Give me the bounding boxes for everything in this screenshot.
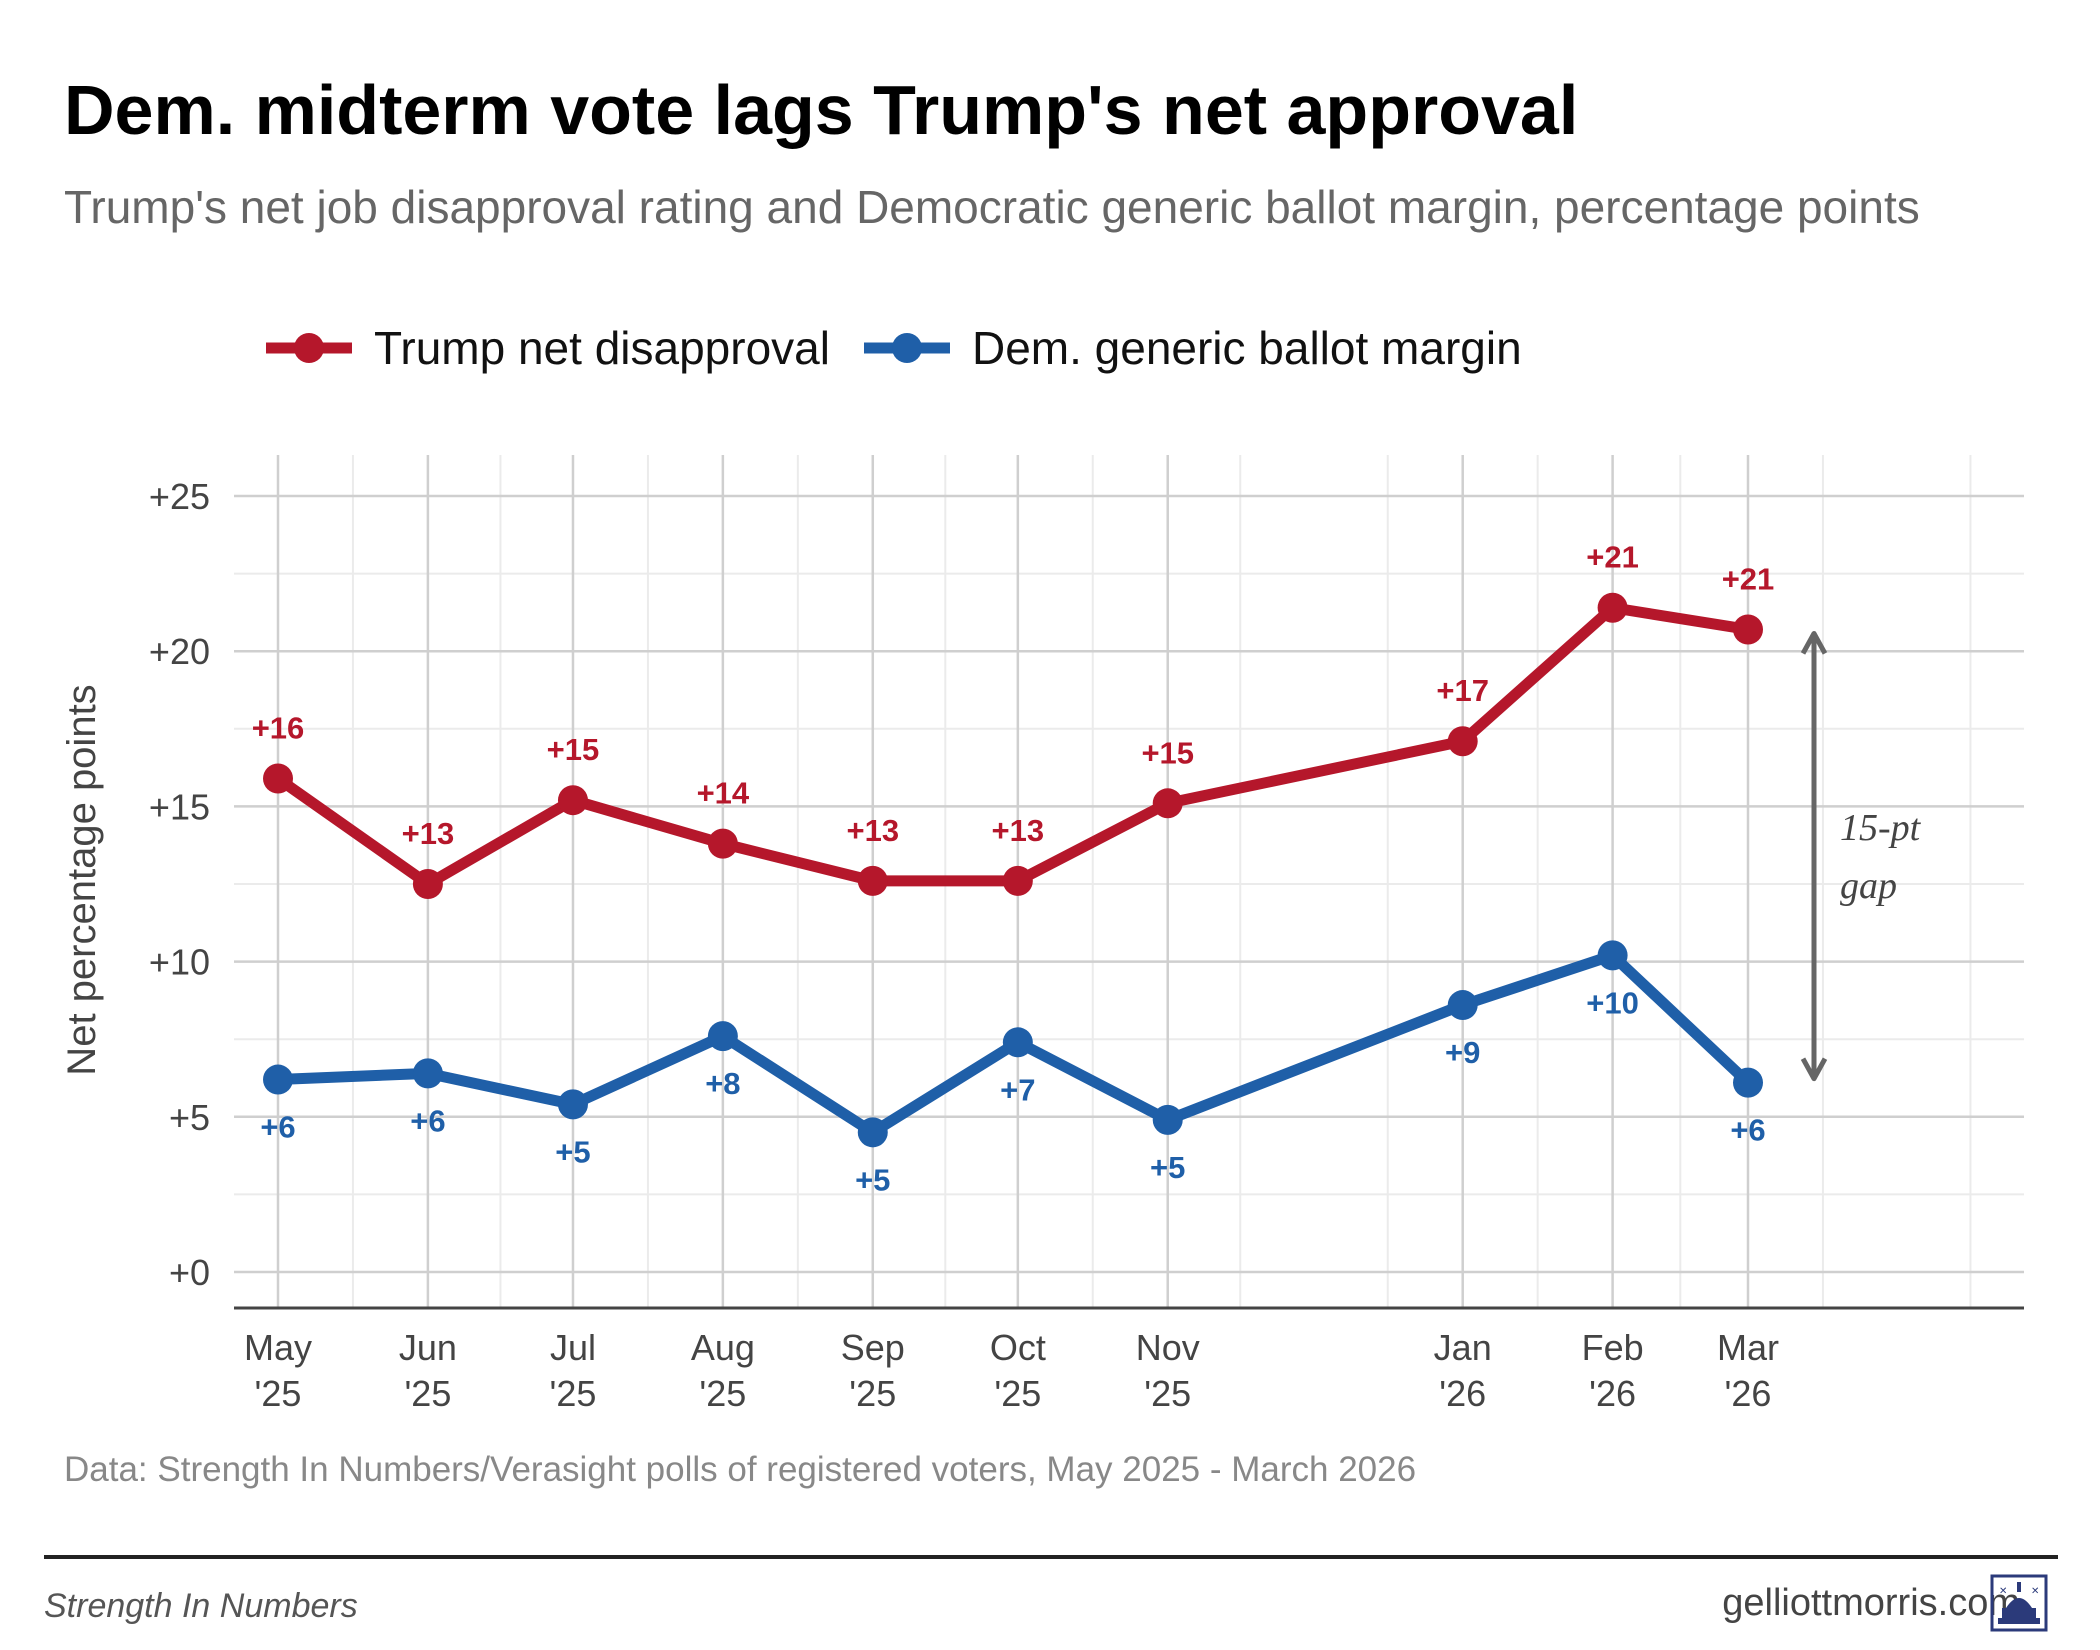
data-label-0: +21 xyxy=(1586,540,1639,575)
x-tick-label-year: '25 xyxy=(255,1373,302,1414)
gap-annotation-line-2: gap xyxy=(1840,865,1897,907)
data-point-0 xyxy=(1002,865,1033,896)
data-point-0 xyxy=(857,865,888,896)
data-label-0: +17 xyxy=(1436,673,1489,708)
legend-label-trump: Trump net disapproval xyxy=(374,322,830,374)
data-point-1 xyxy=(1447,990,1478,1021)
legend-key-dem-icon xyxy=(863,333,950,363)
legend-item-trump: Trump net disapproval xyxy=(262,321,830,375)
data-label-0: +13 xyxy=(846,813,899,848)
data-label-1: +8 xyxy=(705,1066,740,1101)
footer-url: gelliottmorris.com xyxy=(1722,1582,2020,1624)
data-source-caption: Data: Strength In Numbers/Verasight poll… xyxy=(64,1450,1417,1489)
x-tick-label-year: '25 xyxy=(699,1373,746,1414)
gap-annotation-line-1: 15-pt xyxy=(1840,807,1922,849)
x-tick-label-year: '26 xyxy=(1589,1373,1636,1414)
x-tick-label: Nov xyxy=(1136,1327,1200,1368)
data-point-0 xyxy=(707,828,738,859)
legend-item-dem: Dem. generic ballot margin xyxy=(860,321,1522,375)
x-tick-label-year: '25 xyxy=(1144,1373,1191,1414)
series-line-1 xyxy=(272,949,1754,1138)
footer-divider xyxy=(44,1555,2058,1559)
legend-key-trump-icon xyxy=(266,333,352,363)
data-label-1: +6 xyxy=(410,1103,445,1138)
y-tick-label: +20 xyxy=(149,631,210,672)
x-tick-label-year: '25 xyxy=(404,1373,451,1414)
line-chart: +0 +5 +10 +15 +20 +25 May '25 Jun '25 Jul '25 Aug '25… xyxy=(60,455,2024,1414)
data-point-0 xyxy=(1447,726,1478,757)
x-tick-label: Sep xyxy=(841,1327,905,1368)
data-point-0 xyxy=(1597,592,1628,623)
data-point-1 xyxy=(557,1089,588,1120)
y-tick-label: +0 xyxy=(169,1252,210,1293)
legend-label-dem: Dem. generic ballot margin xyxy=(971,322,1522,374)
data-point-1 xyxy=(412,1058,443,1089)
x-tick-label-year: '25 xyxy=(550,1373,597,1414)
x-tick-label: Feb xyxy=(1582,1327,1644,1368)
data-label-1: +7 xyxy=(1000,1072,1035,1107)
x-tick-label: Jan xyxy=(1434,1327,1492,1368)
x-tick-label-year: '26 xyxy=(1725,1373,1772,1414)
data-point-0 xyxy=(1152,788,1183,819)
x-tick-label: May xyxy=(244,1327,312,1368)
data-point-1 xyxy=(1597,940,1628,971)
footer-brand: Strength In Numbers xyxy=(44,1587,358,1625)
data-label-0: +13 xyxy=(402,816,455,851)
data-label-0: +16 xyxy=(252,710,305,745)
svg-text:✕: ✕ xyxy=(2031,1586,2039,1597)
data-label-0: +15 xyxy=(1141,735,1194,770)
x-tick-label-year: '25 xyxy=(849,1373,896,1414)
data-label-0: +15 xyxy=(547,732,600,767)
series-line-0 xyxy=(272,602,1754,890)
data-label-1: +6 xyxy=(1730,1113,1765,1148)
legend: Trump net disapproval Dem. generic ballo… xyxy=(262,318,1552,378)
data-point-0 xyxy=(263,763,293,794)
y-tick-label: +10 xyxy=(149,942,210,983)
data-point-0 xyxy=(412,869,443,899)
data-point-1 xyxy=(1733,1067,1763,1098)
x-tick-label: Mar xyxy=(1717,1327,1779,1368)
y-tick-label: +5 xyxy=(169,1097,210,1138)
data-label-1: +6 xyxy=(260,1110,295,1145)
data-label-1: +5 xyxy=(555,1134,590,1169)
data-label-1: +10 xyxy=(1586,985,1639,1020)
data-point-1 xyxy=(1152,1104,1183,1135)
data-label-1: +5 xyxy=(1150,1150,1185,1185)
data-point-0 xyxy=(1733,614,1763,645)
x-tick-label-year: '25 xyxy=(994,1373,1041,1414)
data-point-1 xyxy=(1002,1027,1033,1058)
data-label-0: +14 xyxy=(697,776,750,811)
x-tick-label: Jul xyxy=(550,1327,596,1368)
y-axis-title: Net percentage points xyxy=(60,684,104,1075)
capitol-dome-icon: ✕ ✕ xyxy=(1990,1574,2048,1632)
x-tick-label: Jun xyxy=(399,1327,457,1368)
data-label-1: +5 xyxy=(855,1162,890,1197)
y-tick-label: +25 xyxy=(149,476,210,517)
data-label-0: +21 xyxy=(1722,561,1775,596)
x-tick-label: Oct xyxy=(990,1327,1046,1368)
data-label-1: +9 xyxy=(1445,1035,1480,1070)
x-tick-label-year: '26 xyxy=(1439,1373,1486,1414)
data-point-1 xyxy=(263,1064,293,1095)
gap-arrow-head-top-icon xyxy=(1800,630,1828,655)
x-tick-label: Aug xyxy=(691,1327,755,1368)
chart-title: Dem. midterm vote lags Trump's net appro… xyxy=(64,71,1579,149)
chart-subtitle: Trump's net job disapproval rating and D… xyxy=(64,181,1920,233)
y-tick-label: +15 xyxy=(149,786,210,827)
data-point-1 xyxy=(707,1021,738,1052)
data-point-0 xyxy=(557,785,588,816)
data-point-1 xyxy=(857,1117,888,1148)
data-label-0: +13 xyxy=(992,813,1045,848)
svg-text:✕: ✕ xyxy=(1999,1586,2007,1597)
gap-arrow-head-bottom-icon xyxy=(1800,1057,1828,1082)
